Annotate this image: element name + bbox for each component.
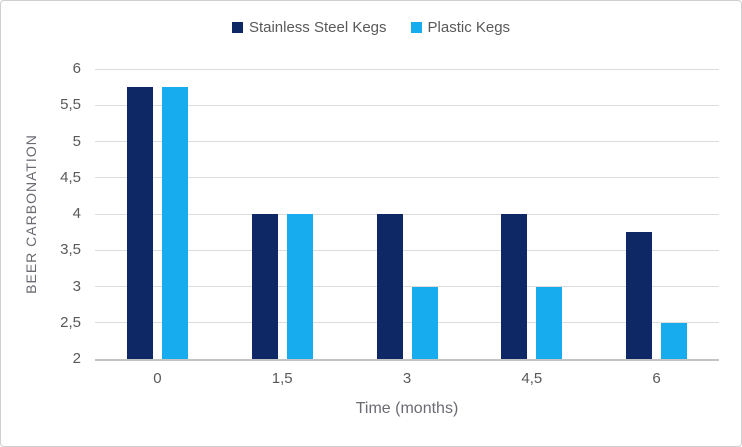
bar-stainless-steel-kegs bbox=[501, 214, 528, 359]
y-tick-label: 6 bbox=[72, 60, 81, 77]
y-tick-label: 5 bbox=[72, 132, 81, 150]
bar-plastic-kegs bbox=[411, 286, 438, 359]
bar-stainless-steel-kegs bbox=[376, 214, 403, 359]
bar-plastic-kegs bbox=[661, 322, 688, 359]
x-axis-title: Time (months) bbox=[355, 400, 459, 417]
gridline bbox=[95, 68, 719, 70]
y-tick-label: 4 bbox=[72, 205, 81, 222]
bar-plastic-kegs bbox=[536, 286, 563, 359]
gridline bbox=[95, 286, 719, 287]
bar-stainless-steel-kegs bbox=[626, 232, 653, 359]
x-tick-label: 6 bbox=[652, 370, 661, 387]
bar-plastic-kegs bbox=[161, 87, 188, 359]
legend-swatch-icon bbox=[231, 22, 243, 33]
gridline bbox=[95, 249, 719, 251]
x-tick-label: 0 bbox=[153, 370, 162, 387]
legend-swatch-icon bbox=[410, 22, 422, 33]
y-tick-label: 4,5 bbox=[60, 168, 81, 186]
bar-plastic-kegs bbox=[286, 214, 313, 359]
x-tick-label: 1,5 bbox=[271, 370, 293, 387]
gridline bbox=[95, 322, 719, 324]
legend-item-stainless-steel-kegs: Stainless Steel Kegs bbox=[231, 19, 387, 36]
gridline bbox=[95, 141, 719, 142]
bar-stainless-steel-kegs bbox=[126, 87, 153, 359]
y-tick-label: 3,5 bbox=[60, 241, 81, 259]
legend-label: Stainless Steel Kegs bbox=[248, 19, 387, 36]
gridline bbox=[95, 104, 719, 106]
bar-stainless-steel-kegs bbox=[251, 214, 278, 359]
gridline bbox=[95, 177, 719, 179]
plot-area bbox=[95, 68, 719, 361]
y-tick-label: 5,5 bbox=[60, 96, 81, 114]
legend: Stainless Steel Kegs Plastic Kegs bbox=[1, 19, 741, 36]
y-tick-label: 2 bbox=[72, 350, 81, 367]
y-tick-label: 2,5 bbox=[60, 313, 81, 331]
y-tick-label: 3 bbox=[72, 277, 81, 295]
gridline bbox=[95, 213, 719, 215]
x-tick-label: 4,5 bbox=[521, 370, 543, 387]
x-tick-label: 3 bbox=[402, 370, 412, 387]
legend-label: Plastic Kegs bbox=[427, 19, 511, 36]
legend-item-plastic-kegs: Plastic Kegs bbox=[410, 19, 511, 36]
